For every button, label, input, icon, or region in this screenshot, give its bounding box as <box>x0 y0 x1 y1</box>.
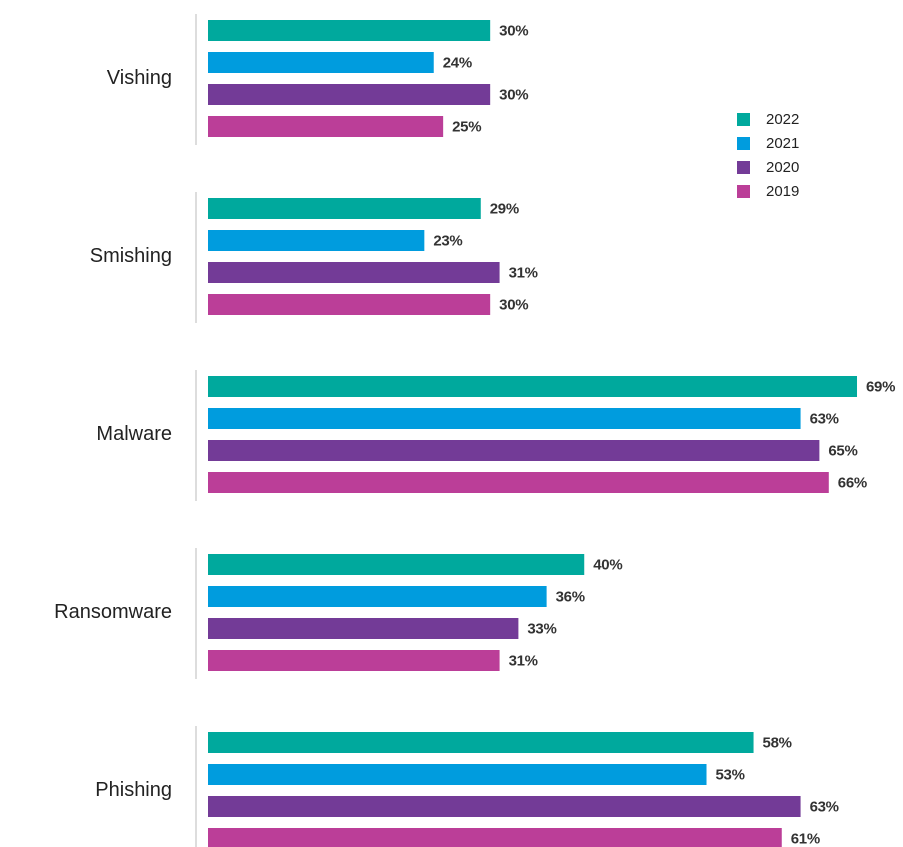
value-label: 29% <box>490 200 519 217</box>
bar <box>208 732 754 753</box>
bar <box>208 586 547 607</box>
bar <box>208 554 585 575</box>
bar <box>208 440 820 461</box>
value-label: 25% <box>452 118 481 135</box>
legend-label: 2020 <box>766 159 799 176</box>
bar <box>208 20 491 41</box>
value-label: 66% <box>838 474 867 491</box>
bar <box>208 294 491 315</box>
value-label: 30% <box>499 22 528 39</box>
value-label: 69% <box>866 378 895 395</box>
bar <box>208 84 491 105</box>
category-label: Ransomware <box>54 601 172 623</box>
bar <box>208 262 500 283</box>
bar <box>208 618 519 639</box>
bar <box>208 650 500 671</box>
value-label: 40% <box>593 556 622 573</box>
legend-label: 2022 <box>766 111 799 128</box>
value-label: 53% <box>716 766 745 783</box>
value-label: 63% <box>810 410 839 427</box>
legend-label: 2021 <box>766 135 799 152</box>
category-label: Smishing <box>90 245 172 267</box>
value-label: 30% <box>499 86 528 103</box>
value-label: 31% <box>509 264 538 281</box>
value-label: 30% <box>499 296 528 313</box>
legend-swatch <box>737 137 750 150</box>
bar <box>208 116 444 137</box>
legend-swatch <box>737 113 750 126</box>
legend-label: 2019 <box>766 183 799 200</box>
value-label: 33% <box>527 620 556 637</box>
bar <box>208 198 481 219</box>
value-label: 36% <box>556 588 585 605</box>
category-label: Vishing <box>107 67 172 89</box>
value-label: 63% <box>810 798 839 815</box>
bar <box>208 376 858 397</box>
bar <box>208 408 801 429</box>
value-label: 58% <box>763 734 792 751</box>
bar <box>208 764 707 785</box>
bar <box>208 230 425 251</box>
value-label: 24% <box>443 54 472 71</box>
value-label: 31% <box>509 652 538 669</box>
legend-swatch <box>737 185 750 198</box>
legend-swatch <box>737 161 750 174</box>
value-label: 65% <box>828 442 857 459</box>
value-label: 61% <box>791 830 820 847</box>
bar <box>208 472 829 493</box>
category-label: Malware <box>96 423 172 445</box>
category-label: Phishing <box>95 779 172 801</box>
value-label: 23% <box>433 232 462 249</box>
bar <box>208 796 801 817</box>
bar <box>208 52 434 73</box>
bar <box>208 828 782 847</box>
